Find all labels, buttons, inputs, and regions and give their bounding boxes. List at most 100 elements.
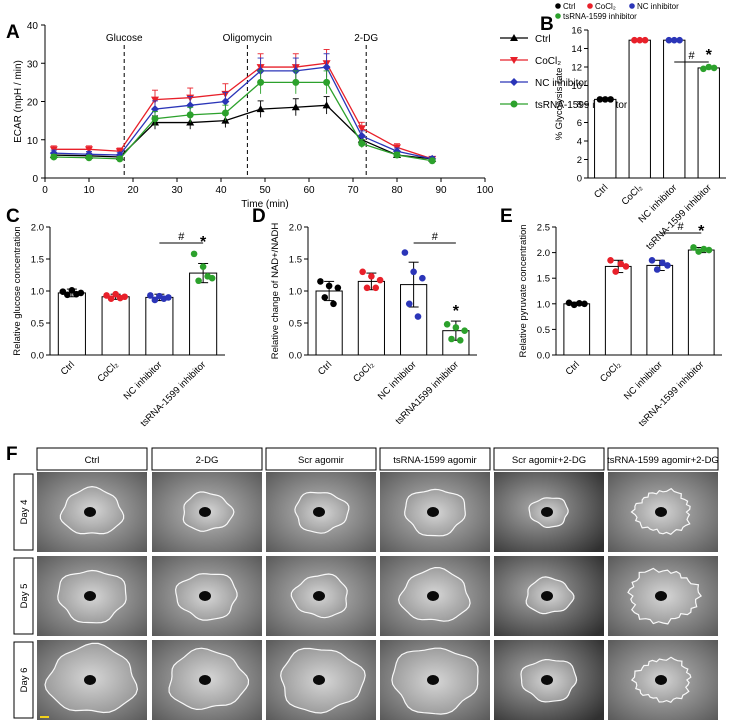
data-point xyxy=(116,155,124,163)
replicate-point xyxy=(317,278,324,285)
replicate-point xyxy=(581,300,588,308)
replicate-point xyxy=(199,263,207,270)
y-tick-label: 2 xyxy=(577,155,582,166)
data-point xyxy=(510,100,518,108)
replicate-point xyxy=(359,268,366,276)
aortic-ring-core xyxy=(541,507,553,517)
replicate-point xyxy=(659,259,666,267)
bar xyxy=(594,98,617,179)
x-tick-label: CoCl₂ xyxy=(95,359,121,385)
x-tick-label: 90 xyxy=(435,185,447,196)
row-label: Day 6 xyxy=(19,668,30,693)
y-axis-label: % Glycolysis rate xyxy=(554,68,565,141)
aortic-ring-core xyxy=(427,675,439,685)
y-tick-label: 0.5 xyxy=(537,325,550,336)
replicate-point xyxy=(695,248,702,255)
column-header-box xyxy=(151,447,263,471)
y-tick-label: 0.0 xyxy=(31,351,44,362)
replicate-point xyxy=(147,292,154,299)
x-tick-label: NC inhibitor xyxy=(622,359,665,402)
x-tick-label: 100 xyxy=(477,185,494,196)
injection-label: 2-DG xyxy=(354,33,378,44)
legend-label: CoCl₂ xyxy=(595,2,616,11)
replicate-point xyxy=(607,256,614,264)
data-point xyxy=(151,96,159,104)
bar xyxy=(315,290,343,356)
replicate-point xyxy=(690,244,697,251)
y-axis-label: Relative pyruvate concentration xyxy=(518,224,529,357)
panel-letter-b: B xyxy=(540,14,554,35)
replicate-point xyxy=(443,320,451,328)
x-axis-label: Time (min) xyxy=(241,199,288,210)
replicate-point xyxy=(456,336,464,344)
y-tick-label: 10 xyxy=(27,136,39,147)
row-label: Day 5 xyxy=(19,584,30,609)
bar xyxy=(357,280,385,356)
replicate-point xyxy=(372,284,380,292)
replicate-point xyxy=(448,335,455,343)
column-header-label: 2-DG xyxy=(196,455,219,466)
data-point xyxy=(291,103,300,111)
y-tick-label: 4 xyxy=(577,137,582,148)
data-point xyxy=(292,78,300,86)
y-tick-label: 14 xyxy=(571,44,582,55)
x-tick-label: 50 xyxy=(259,185,271,196)
column-header-box xyxy=(493,447,605,471)
replicate-point xyxy=(151,296,159,304)
replicate-point xyxy=(368,272,375,280)
y-tick-label: 2.5 xyxy=(537,223,550,234)
significance-star: * xyxy=(200,234,207,251)
x-tick-label: CoCl₂ xyxy=(620,182,646,208)
bar xyxy=(628,39,651,179)
legend-label: CoCl₂ xyxy=(535,56,561,67)
bar xyxy=(563,303,591,356)
replicate-point xyxy=(77,289,85,297)
replicate-point xyxy=(596,96,604,103)
bar xyxy=(145,296,174,356)
replicate-point xyxy=(165,294,172,301)
x-tick-label: CoCl₂ xyxy=(351,359,377,385)
legend-marker xyxy=(629,3,635,9)
data-point xyxy=(257,78,265,86)
replicate-point xyxy=(452,324,460,331)
aortic-ring-core xyxy=(541,591,553,601)
panel-f-micrograph-grid: Ctrl 2-DG Scr agomir tsRNA-1599 agomir Scr a… xyxy=(13,447,719,720)
data-point xyxy=(510,57,518,64)
x-tick-label: Ctrl xyxy=(592,182,610,200)
x-tick-label: 70 xyxy=(347,185,359,196)
y-tick-label: 2.0 xyxy=(537,248,550,259)
x-tick-label: 60 xyxy=(303,185,315,196)
x-tick-label: CoCl₂ xyxy=(598,359,624,385)
column-header-label: Ctrl xyxy=(85,455,100,466)
aortic-ring-core xyxy=(427,507,439,517)
replicate-point xyxy=(195,277,202,285)
bar xyxy=(697,67,720,179)
series-line-0 xyxy=(53,104,433,160)
legend-marker xyxy=(555,3,561,9)
y-tick-label: 10 xyxy=(571,81,582,92)
replicate-point xyxy=(419,274,426,282)
x-tick-label: NC inhibitor xyxy=(122,359,165,402)
aortic-ring-core xyxy=(427,591,439,601)
column-header-box xyxy=(607,447,719,471)
replicate-point xyxy=(700,65,707,73)
y-tick-label: 40 xyxy=(27,21,39,32)
replicate-point xyxy=(414,313,422,320)
x-tick-label: NC inhibitor xyxy=(376,359,419,402)
aortic-ring-core xyxy=(313,591,325,601)
data-point xyxy=(256,105,265,113)
bar xyxy=(57,292,86,356)
y-tick-label: 0 xyxy=(32,174,38,185)
replicate-point xyxy=(401,249,409,256)
column-header-box xyxy=(36,447,148,471)
scale-bar xyxy=(40,716,49,718)
replicate-point xyxy=(363,284,371,292)
panel-letter-a: A xyxy=(6,22,20,43)
replicate-point xyxy=(64,291,71,299)
significance-hash: # xyxy=(688,50,695,62)
replicate-point xyxy=(107,295,115,302)
data-point xyxy=(322,63,331,72)
significance-hash: # xyxy=(178,231,185,243)
replicate-point xyxy=(648,256,656,264)
data-point xyxy=(358,140,366,148)
